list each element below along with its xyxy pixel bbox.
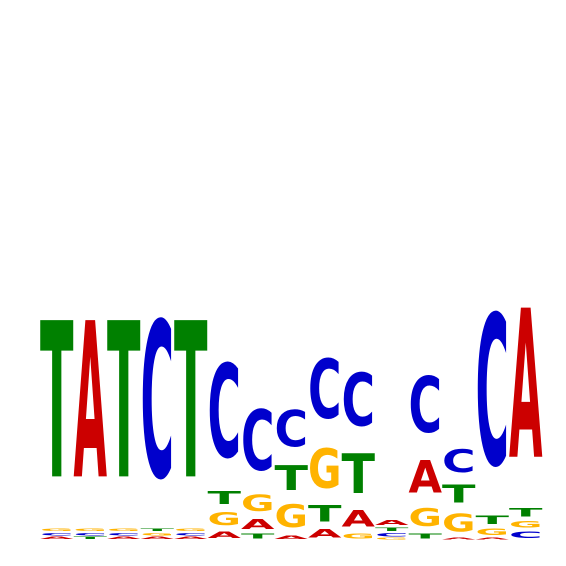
logo-letter-t: T bbox=[40, 278, 73, 528]
logo-letter-g: G bbox=[342, 532, 375, 540]
logo-letter-a: A bbox=[141, 536, 175, 540]
logo-letter-c: C bbox=[208, 338, 241, 487]
logo-letter-g: G bbox=[476, 527, 509, 537]
logo-letter-t: T bbox=[208, 488, 243, 509]
logo-letter-t: T bbox=[442, 480, 476, 509]
logo-letter-g: G bbox=[40, 528, 73, 532]
logo-letter-g: G bbox=[208, 509, 241, 530]
logo-letter-g: G bbox=[107, 528, 140, 532]
logo-letter-c: C bbox=[476, 273, 510, 513]
logo-letter-g: G bbox=[442, 509, 475, 538]
logo-letter-c: C bbox=[141, 277, 174, 527]
logo-letter-a: A bbox=[476, 537, 510, 540]
logo-letter-t: T bbox=[509, 506, 543, 519]
logo-letter-c: C bbox=[174, 532, 207, 536]
logo-letter-a: A bbox=[442, 537, 476, 540]
logo-letter-g: G bbox=[141, 532, 174, 536]
logo-letter-a: A bbox=[174, 536, 208, 540]
logo-letter-a: A bbox=[107, 536, 141, 540]
logo-letter-a: A bbox=[74, 278, 107, 528]
logo-letter-c: C bbox=[74, 532, 107, 536]
logo-letter-a: A bbox=[275, 535, 309, 540]
logo-letter-t: T bbox=[275, 459, 309, 498]
logo-letter-a: A bbox=[40, 536, 74, 540]
logo-letter-c: C bbox=[342, 360, 376, 444]
logo-letter-c: C bbox=[107, 532, 140, 536]
logo-letter-t: T bbox=[174, 278, 207, 528]
logo-letter-c: C bbox=[308, 344, 342, 438]
logo-letter-c: C bbox=[40, 532, 73, 536]
logo-letter-t: T bbox=[476, 514, 510, 527]
logo-letter-a: A bbox=[409, 452, 442, 504]
logo-letter-t: T bbox=[375, 527, 409, 532]
logo-letter-t: T bbox=[241, 532, 275, 540]
logo-letter-g: G bbox=[375, 537, 408, 540]
logo-letter-c: C bbox=[375, 532, 408, 537]
logo-letter-c: C bbox=[509, 529, 542, 540]
logo-letter-g: G bbox=[174, 528, 207, 532]
logo-letter-c: C bbox=[275, 402, 308, 459]
logo-letter-a: A bbox=[342, 507, 376, 533]
logo-letter-t: T bbox=[141, 528, 175, 532]
logo-letter-g: G bbox=[241, 490, 275, 517]
logo-letter-a: A bbox=[509, 267, 542, 505]
logo-letter-t: T bbox=[342, 444, 375, 507]
logo-letter-t: T bbox=[74, 536, 108, 540]
logo-letter-g: G bbox=[409, 503, 442, 532]
logo-letter-a: A bbox=[375, 519, 409, 527]
logo-letter-a: A bbox=[241, 516, 275, 532]
logo-letter-a: A bbox=[208, 530, 243, 540]
logo-letter-g: G bbox=[308, 439, 341, 501]
logo-letter-g: G bbox=[275, 498, 308, 535]
logo-letter-t: T bbox=[107, 278, 140, 528]
logo-letter-c: C bbox=[409, 362, 443, 451]
logo-letter-a: A bbox=[308, 527, 342, 540]
logo-letter-g: G bbox=[509, 519, 542, 529]
logo-letter-t: T bbox=[409, 532, 443, 540]
logo-letter-t: T bbox=[308, 501, 341, 527]
logo-letter-c: C bbox=[442, 444, 475, 480]
logo-letter-g: G bbox=[74, 528, 107, 532]
logo-letter-c: C bbox=[241, 393, 274, 490]
